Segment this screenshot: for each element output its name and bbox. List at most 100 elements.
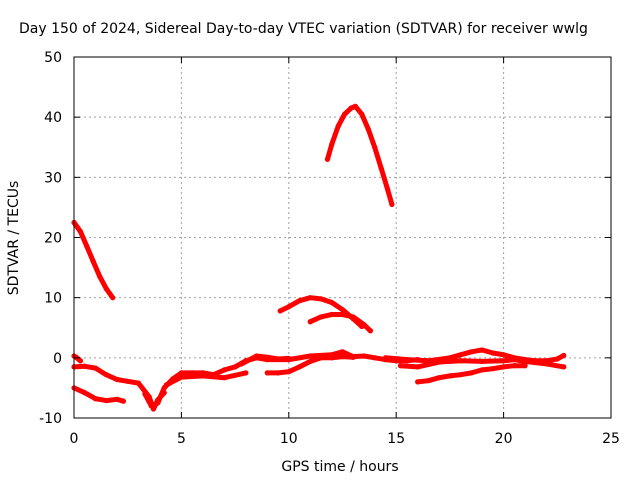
data-point — [561, 352, 567, 359]
data-point — [318, 296, 324, 302]
data-point — [307, 353, 313, 359]
data-point — [329, 299, 335, 306]
data-point — [468, 349, 474, 355]
data-point — [425, 378, 432, 384]
data-point — [329, 355, 335, 361]
data-point — [522, 358, 528, 365]
data-point — [84, 243, 90, 250]
data-point — [277, 308, 283, 314]
data-point — [436, 359, 442, 365]
data-point — [243, 370, 249, 376]
series-arc-zero-start — [71, 353, 84, 364]
data-point — [479, 358, 485, 365]
data-point — [264, 354, 270, 360]
y-tick-label: 50 — [44, 50, 62, 66]
data-point — [97, 274, 103, 280]
data-point — [110, 295, 116, 301]
data-point — [359, 111, 365, 117]
data-point — [501, 364, 507, 370]
data-point — [458, 372, 464, 378]
data-point — [479, 347, 485, 353]
series-arc-late-upper — [382, 347, 567, 364]
data-point — [120, 398, 127, 404]
data-point — [324, 156, 331, 162]
data-point — [329, 141, 335, 147]
data-point — [361, 353, 367, 359]
data-point — [135, 380, 142, 386]
data-point — [114, 396, 120, 402]
data-point — [77, 358, 84, 364]
data-point — [365, 126, 371, 132]
data-point — [447, 373, 453, 379]
y-tick-label: 10 — [44, 291, 62, 307]
data-point — [142, 391, 148, 397]
series-arc-high-descending — [71, 219, 116, 301]
data-point — [522, 363, 528, 369]
x-tick-label: 20 — [495, 431, 513, 447]
data-point — [296, 298, 303, 304]
data-point — [554, 356, 560, 362]
data-point — [350, 314, 356, 320]
data-point — [490, 350, 496, 356]
x-tick-label: 10 — [280, 431, 298, 447]
data-point — [367, 328, 374, 334]
data-point — [148, 403, 154, 409]
data-point — [253, 353, 260, 359]
data-point — [350, 354, 356, 360]
series-arc-low-band — [163, 370, 249, 388]
data-point — [178, 374, 184, 380]
data-point — [397, 363, 404, 369]
y-tick-label: -10 — [39, 411, 62, 427]
y-tick-label: 20 — [44, 231, 62, 247]
data-point — [561, 364, 567, 370]
data-point — [103, 372, 109, 378]
data-point — [92, 396, 99, 402]
series-arc-evening — [264, 354, 356, 376]
y-tick-label: 40 — [44, 110, 62, 126]
data-point — [318, 355, 324, 361]
data-point — [155, 400, 161, 406]
data-point — [339, 311, 346, 318]
data-point — [511, 363, 517, 369]
series-line — [277, 295, 365, 329]
data-point — [415, 379, 421, 385]
data-point — [501, 358, 507, 364]
data-point — [342, 111, 348, 117]
x-tick-label: 25 — [602, 431, 620, 447]
data-point — [479, 367, 485, 373]
data-point — [275, 356, 281, 362]
data-point — [103, 286, 109, 292]
data-point — [372, 355, 378, 361]
series-arc-mid-upper — [238, 353, 292, 367]
data-point — [275, 370, 281, 376]
data-point — [103, 397, 109, 404]
data-point — [361, 322, 367, 328]
data-point — [114, 376, 120, 383]
data-point — [543, 361, 550, 367]
x-tick-label: 15 — [387, 431, 405, 447]
series-line — [325, 103, 395, 207]
data-point — [221, 375, 227, 381]
data-point — [77, 228, 84, 235]
data-point — [511, 357, 517, 363]
data-point — [458, 352, 464, 358]
data-point — [378, 165, 384, 171]
data-point — [286, 304, 292, 310]
x-axis-label: GPS time / hours — [281, 459, 398, 475]
data-point — [335, 123, 341, 129]
y-axis-label: SDTVAR / TECUs — [6, 181, 22, 296]
data-point — [468, 370, 474, 376]
data-point — [415, 364, 421, 370]
data-point — [436, 375, 442, 381]
y-tick-label: 30 — [44, 170, 62, 186]
data-point — [296, 364, 303, 370]
data-point — [339, 307, 346, 313]
data-point — [352, 103, 358, 109]
series-arc-hump-10 — [277, 295, 365, 330]
data-series — [71, 103, 567, 412]
data-point — [490, 366, 496, 372]
data-point — [307, 358, 313, 365]
x-tick-label: 5 — [177, 431, 186, 447]
data-point — [125, 378, 131, 384]
